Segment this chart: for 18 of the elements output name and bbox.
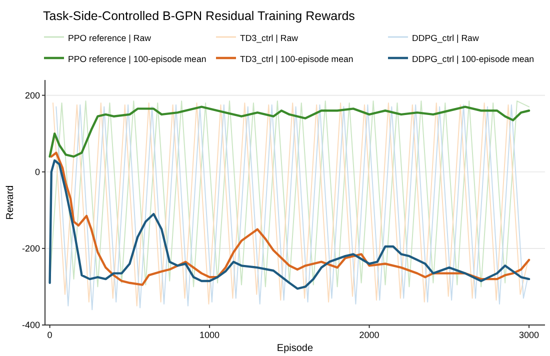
chart-title: Task-Side-Controlled B-GPN Residual Training Rewards <box>43 9 355 23</box>
legend-label: TD3_ctrl | Raw <box>240 33 299 43</box>
x-tick-label: 1000 <box>200 330 220 340</box>
y-axis-title: Reward <box>5 185 16 220</box>
y-tick-label: -400 <box>22 320 40 330</box>
y-tick-label: -200 <box>22 243 40 254</box>
legend-label: TD3_ctrl | 100-episode mean <box>240 54 354 64</box>
legend-label: DDPG_ctrl | 100-episode mean <box>412 54 534 64</box>
x-tick-label: 0 <box>47 330 52 340</box>
legend-label: DDPG_ctrl | Raw <box>412 33 480 43</box>
legend-label: PPO reference | 100-episode mean <box>68 54 206 64</box>
legend-label: PPO reference | Raw <box>68 33 152 43</box>
x-axis-title: Episode <box>276 343 314 354</box>
line-series <box>48 106 530 158</box>
y-tick-label: 200 <box>24 90 40 100</box>
x-tick-label: 2000 <box>359 330 380 340</box>
y-tick-label: 0 <box>34 166 40 177</box>
x-tick-label: 3000 <box>519 330 540 340</box>
